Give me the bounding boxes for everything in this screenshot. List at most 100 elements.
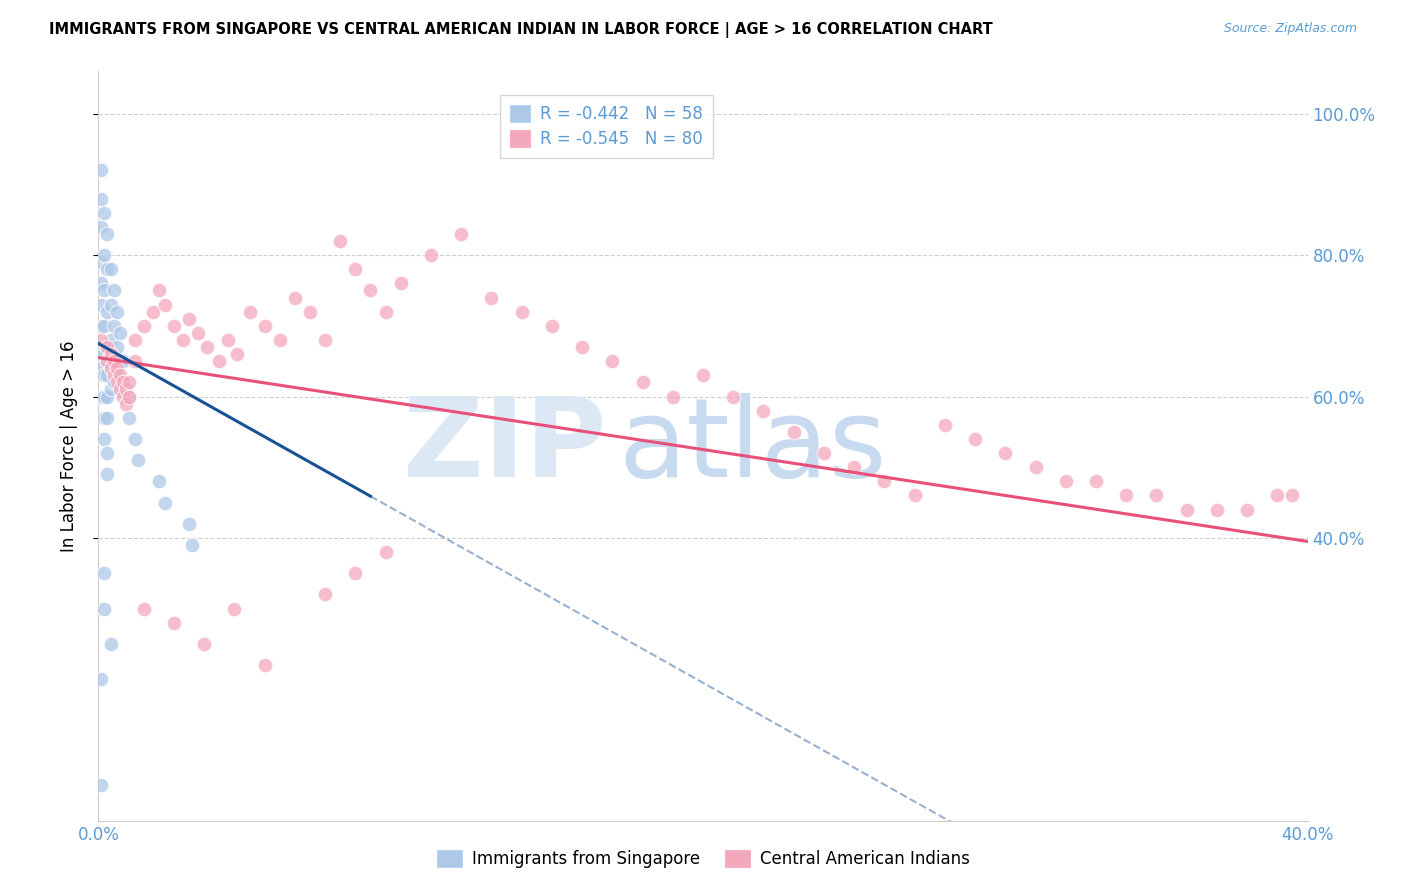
- Point: [481, 291, 503, 305]
- Point: [1267, 488, 1289, 502]
- Point: [90, 778, 112, 792]
- Point: [148, 284, 170, 298]
- Point: [105, 340, 128, 354]
- Point: [96, 390, 118, 404]
- Point: [118, 390, 141, 404]
- Point: [111, 376, 134, 390]
- Point: [100, 347, 122, 361]
- Point: [105, 304, 128, 318]
- Point: [181, 538, 204, 552]
- Point: [1054, 475, 1077, 489]
- Point: [114, 396, 136, 410]
- Point: [118, 390, 141, 404]
- Point: [93, 205, 115, 219]
- Point: [360, 284, 382, 298]
- Point: [1206, 502, 1229, 516]
- Legend: R = -0.442   N = 58, R = -0.545   N = 80: R = -0.442 N = 58, R = -0.545 N = 80: [499, 95, 713, 158]
- Point: [374, 304, 396, 318]
- Point: [118, 410, 141, 425]
- Point: [344, 262, 367, 277]
- Point: [100, 637, 122, 651]
- Point: [1115, 488, 1137, 502]
- Point: [111, 376, 134, 390]
- Point: [253, 658, 276, 673]
- Point: [374, 545, 396, 559]
- Point: [1236, 502, 1258, 516]
- Point: [226, 347, 249, 361]
- Point: [723, 390, 745, 404]
- Point: [90, 219, 112, 234]
- Point: [93, 347, 115, 361]
- Point: [142, 304, 165, 318]
- Point: [96, 410, 118, 425]
- Point: [540, 318, 562, 333]
- Point: [108, 354, 131, 368]
- Point: [692, 368, 714, 383]
- Point: [299, 304, 322, 318]
- Point: [1175, 502, 1198, 516]
- Point: [269, 333, 291, 347]
- Point: [114, 383, 136, 397]
- Point: [153, 495, 176, 509]
- Point: [100, 298, 122, 312]
- Point: [93, 566, 115, 581]
- Point: [90, 255, 112, 269]
- Point: [124, 432, 146, 446]
- Point: [631, 376, 654, 390]
- Point: [118, 376, 141, 390]
- Point: [90, 340, 112, 354]
- Point: [100, 262, 122, 277]
- Point: [108, 326, 131, 340]
- Point: [1024, 460, 1046, 475]
- Point: [450, 227, 472, 241]
- Point: [420, 248, 443, 262]
- Point: [100, 361, 122, 376]
- Point: [1085, 475, 1108, 489]
- Point: [193, 637, 215, 651]
- Point: [108, 383, 131, 397]
- Point: [132, 601, 155, 615]
- Legend: Immigrants from Singapore, Central American Indians: Immigrants from Singapore, Central Ameri…: [430, 843, 976, 875]
- Point: [314, 587, 336, 601]
- Point: [103, 354, 125, 368]
- Point: [103, 354, 125, 368]
- Point: [103, 376, 125, 390]
- Point: [163, 615, 186, 630]
- Point: [187, 326, 209, 340]
- Point: [103, 318, 125, 333]
- Point: [163, 318, 186, 333]
- Point: [111, 354, 134, 368]
- Point: [965, 432, 987, 446]
- Point: [124, 333, 146, 347]
- Point: [253, 318, 276, 333]
- Point: [108, 368, 131, 383]
- Point: [994, 446, 1017, 460]
- Point: [105, 361, 128, 376]
- Point: [127, 453, 149, 467]
- Point: [844, 460, 866, 475]
- Point: [90, 298, 112, 312]
- Point: [93, 432, 115, 446]
- Point: [752, 403, 775, 417]
- Point: [90, 318, 112, 333]
- Text: atlas: atlas: [619, 392, 887, 500]
- Point: [904, 488, 927, 502]
- Point: [105, 376, 128, 390]
- Point: [90, 192, 112, 206]
- Point: [602, 354, 624, 368]
- Point: [103, 284, 125, 298]
- Point: [208, 354, 231, 368]
- Point: [217, 333, 239, 347]
- Point: [96, 368, 118, 383]
- Point: [93, 248, 115, 262]
- Point: [90, 277, 112, 291]
- Point: [105, 368, 128, 383]
- Point: [661, 390, 683, 404]
- Text: Source: ZipAtlas.com: Source: ZipAtlas.com: [1223, 22, 1357, 36]
- Point: [93, 390, 115, 404]
- Point: [179, 516, 201, 531]
- Point: [132, 318, 155, 333]
- Point: [96, 354, 118, 368]
- Point: [90, 163, 112, 178]
- Point: [93, 410, 115, 425]
